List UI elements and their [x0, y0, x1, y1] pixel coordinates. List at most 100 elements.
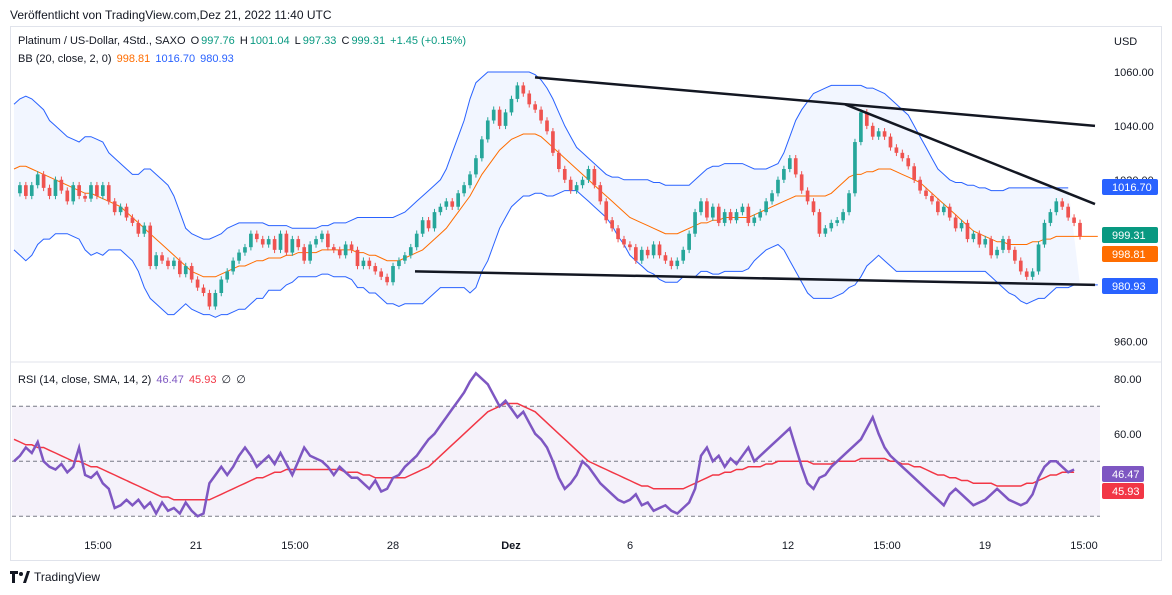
candle: [497, 106, 502, 130]
candle-body: [598, 185, 603, 202]
candle: [95, 181, 99, 200]
candle-body: [349, 244, 354, 250]
candle: [829, 219, 834, 232]
candle: [290, 235, 295, 256]
candle: [148, 222, 153, 270]
candle-body: [231, 260, 235, 272]
candle: [485, 117, 490, 143]
candle: [1054, 198, 1059, 216]
candle: [847, 190, 851, 216]
candle-body: [136, 222, 141, 234]
rsi-sma-value: 45.93: [188, 374, 217, 386]
price-label-box: [1102, 179, 1158, 195]
candle: [835, 216, 840, 227]
candle: [515, 82, 520, 103]
candle: [225, 268, 230, 283]
candle: [586, 165, 591, 184]
candle-body: [527, 93, 532, 105]
candle-body: [24, 185, 28, 196]
candle: [47, 184, 52, 200]
candle-body: [722, 212, 727, 223]
candle: [989, 235, 994, 259]
candle-body: [1066, 206, 1070, 218]
candle: [450, 198, 455, 210]
candle-body: [657, 244, 662, 256]
candle-body: [397, 260, 401, 267]
candle-body: [592, 169, 597, 186]
candle-body: [782, 169, 786, 180]
candle-body: [568, 179, 573, 191]
candle: [1042, 219, 1047, 248]
date-tick-label: 6: [627, 540, 633, 552]
candle: [35, 171, 40, 189]
candle-body: [639, 249, 644, 261]
candle-body: [53, 179, 58, 196]
candle-body: [1018, 260, 1023, 272]
candle-body: [331, 247, 336, 250]
candle-body: [651, 244, 656, 256]
price-label-text: 998.81: [1112, 249, 1146, 261]
candle-body: [509, 98, 514, 113]
candle-body: [65, 190, 70, 202]
candle: [728, 208, 733, 224]
candle: [557, 149, 561, 173]
trendlines: [414, 76, 1096, 287]
candle-body: [604, 201, 609, 221]
candle-body: [953, 217, 958, 229]
candle: [622, 235, 626, 248]
candle-body: [373, 266, 378, 272]
candle: [1066, 203, 1070, 221]
na-value-2: ∅: [236, 374, 246, 386]
candle-body: [959, 222, 964, 229]
candle-body: [166, 260, 170, 267]
candle: [367, 257, 372, 270]
candle-body: [201, 287, 206, 293]
candle: [675, 257, 680, 270]
candle: [740, 203, 745, 216]
candle: [59, 176, 64, 194]
candle: [616, 225, 620, 243]
price-label-box: [1102, 246, 1158, 262]
candle: [746, 203, 751, 227]
candle: [77, 181, 81, 200]
candle-body: [829, 222, 834, 229]
candle: [420, 216, 425, 237]
candle-body: [710, 206, 715, 218]
change-value: +1.45 (+0.15%): [390, 35, 466, 47]
low-value: 997.33: [302, 35, 337, 47]
candle-body: [888, 136, 893, 148]
rsi-label: RSI (14, close, SMA, 14, 2): [18, 374, 152, 386]
candle-body: [503, 112, 508, 126]
date-tick-label: 28: [387, 540, 399, 552]
candle-body: [355, 249, 360, 267]
candle-body: [545, 120, 549, 132]
price-label-text: 999.31: [1112, 230, 1146, 242]
candle: [971, 230, 976, 243]
candle: [1078, 219, 1082, 240]
candle-body: [989, 239, 994, 256]
open-value: 997.76: [201, 35, 235, 47]
candle: [669, 257, 674, 270]
candle: [1018, 257, 1023, 275]
candle: [580, 176, 585, 189]
rsi-tick-label: 80.00: [1114, 374, 1142, 386]
candle-body: [936, 201, 940, 213]
candle-body: [793, 158, 798, 175]
candle-body: [906, 158, 911, 167]
candle-body: [118, 206, 123, 213]
candle: [693, 208, 697, 237]
price-label-box: [1102, 227, 1158, 243]
rsi-line: [13, 371, 1075, 518]
rsi-label-box: [1102, 483, 1144, 499]
candle: [391, 262, 395, 286]
candle-body: [225, 271, 230, 280]
candle: [651, 241, 656, 259]
candle: [1060, 198, 1065, 210]
rsi-value: 46.47: [156, 374, 184, 386]
candle: [337, 246, 342, 259]
candle-body: [580, 179, 585, 186]
candle-body: [586, 169, 591, 180]
candle: [491, 106, 496, 124]
candle-body: [177, 260, 182, 275]
